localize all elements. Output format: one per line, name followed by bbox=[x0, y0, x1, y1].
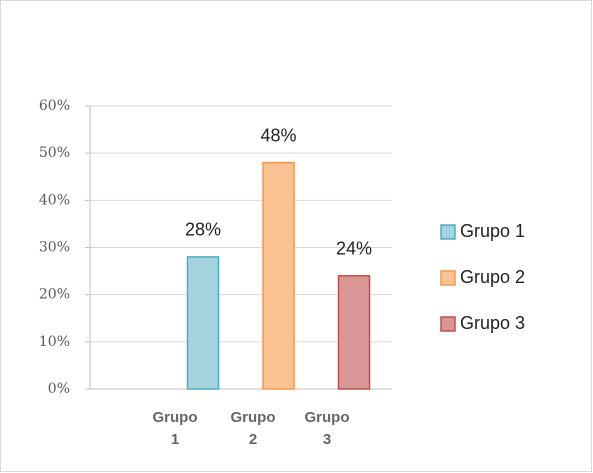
x-tick-label-box: Grupo 3 bbox=[304, 409, 350, 448]
data-label: 24% bbox=[336, 239, 372, 259]
legend-swatch bbox=[440, 224, 456, 240]
y-tick-label: 30% bbox=[39, 240, 70, 256]
x-tick-label-box: Grupo 1 bbox=[152, 409, 198, 448]
x-tick-label: Grupo 1 bbox=[152, 409, 198, 448]
legend-swatch bbox=[440, 316, 456, 332]
legend-swatch bbox=[440, 270, 456, 286]
y-tick-label: 40% bbox=[39, 192, 70, 208]
y-tick-label: 20% bbox=[39, 287, 70, 303]
bar bbox=[337, 275, 371, 390]
legend-label: Grupo 1 bbox=[460, 221, 525, 241]
bar bbox=[262, 161, 295, 390]
y-tick-label: 0% bbox=[48, 381, 70, 397]
x-tick-label: Grupo 3 bbox=[304, 409, 350, 448]
y-tick-label: 10% bbox=[39, 334, 70, 350]
x-tick-label-box: Grupo 2 bbox=[230, 409, 276, 448]
data-label: 28% bbox=[185, 220, 221, 240]
bar bbox=[186, 256, 220, 390]
data-label: 48% bbox=[260, 125, 296, 145]
y-tick-label: 50% bbox=[39, 145, 70, 161]
legend-label: Grupo 3 bbox=[460, 313, 525, 333]
x-tick-label: Grupo 2 bbox=[230, 409, 276, 448]
y-tick-label: 60% bbox=[39, 98, 70, 114]
legend-label: Grupo 2 bbox=[460, 267, 525, 287]
